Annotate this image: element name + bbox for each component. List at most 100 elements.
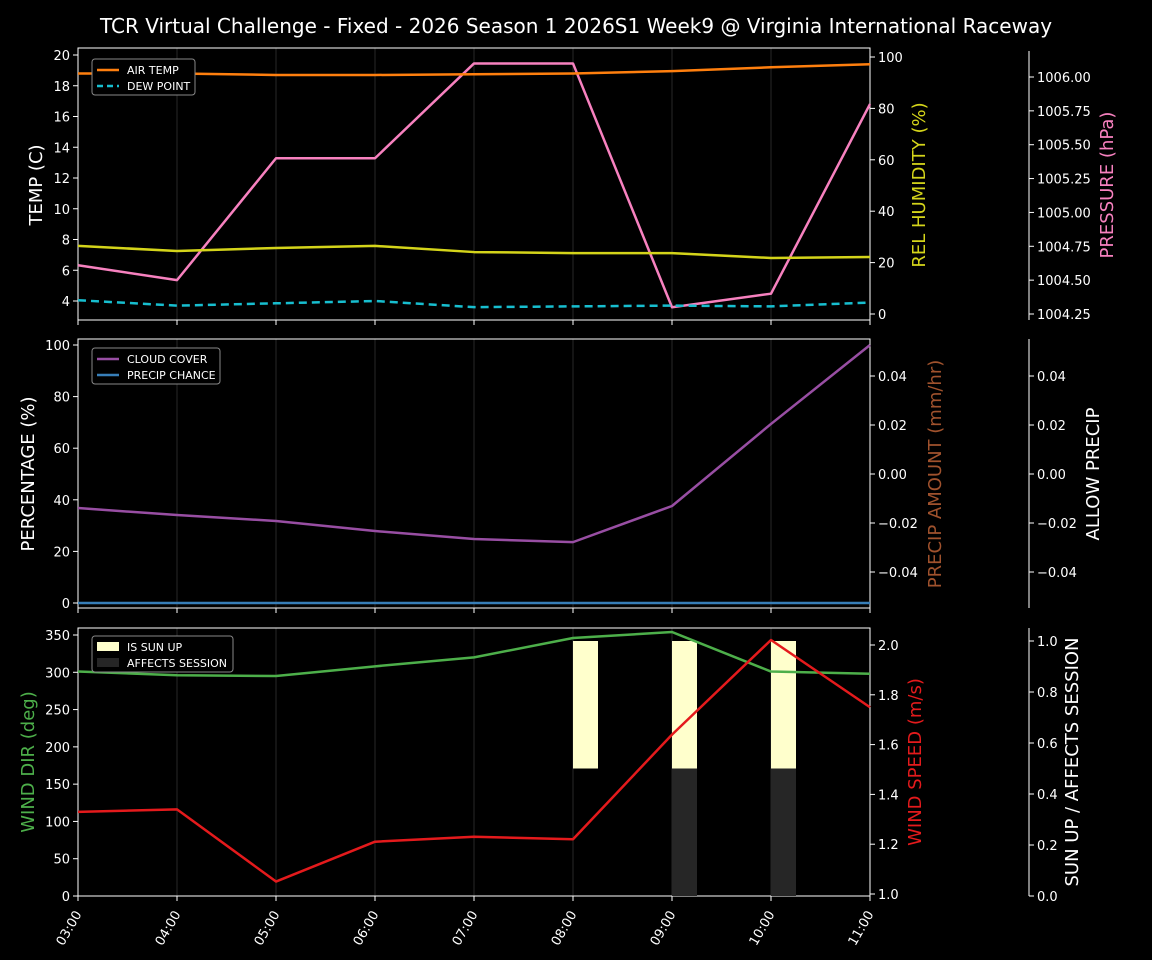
tick-label: 10 <box>53 203 70 218</box>
tick-label: 1004.25 <box>1037 308 1091 323</box>
y-axis-label-temp: TEMP (C) <box>26 144 47 226</box>
tick-label: 100 <box>878 51 903 66</box>
legend-label: CLOUD COVER <box>127 353 208 366</box>
tick-label: 60 <box>53 442 70 457</box>
tick-label: 12 <box>53 172 70 187</box>
affects-session-bar <box>771 768 796 896</box>
tick-label: 0.04 <box>878 370 907 385</box>
legend-label: AIR TEMP <box>127 64 179 77</box>
pressure-line <box>77 62 872 309</box>
tick-label: 300 <box>45 666 70 681</box>
tick-label: 1.8 <box>878 689 899 704</box>
tick-label: 150 <box>45 778 70 793</box>
tick-label: 250 <box>45 704 70 719</box>
legend: AIR TEMP DEW POINT <box>91 58 196 96</box>
tick-label: 0 <box>62 597 70 612</box>
y-axis-label-humidity: REL HUMIDITY (%) <box>909 102 930 267</box>
y-axis-label-allow-precip: ALLOW PRECIP <box>1083 407 1104 540</box>
tick-label: −0.02 <box>878 517 918 532</box>
tick-label: 0.8 <box>1037 686 1058 701</box>
tick-label: −0.04 <box>1037 566 1077 581</box>
y-axis-label-wind-speed: WIND SPEED (m/s) <box>905 678 926 846</box>
y-axis-label-percentage: PERCENTAGE (%) <box>18 396 39 551</box>
tick-label: 4 <box>62 295 70 310</box>
humidity-line <box>77 244 871 260</box>
tick-label: 0.02 <box>878 419 907 434</box>
tick-label: 1005.00 <box>1037 206 1091 221</box>
legend-label: IS SUN UP <box>127 641 183 654</box>
legend-label: PRECIP CHANCE <box>127 369 216 382</box>
tick-label: 20 <box>53 49 70 64</box>
legend-label: DEW POINT <box>127 80 191 93</box>
sun-up-bar <box>771 641 796 769</box>
tick-label: 6 <box>62 264 70 279</box>
x-tick-label: 11:00 <box>846 909 878 949</box>
legend-label: AFFECTS SESSION <box>127 657 227 670</box>
x-tick-label: 04:00 <box>153 909 185 949</box>
tick-label: 0.00 <box>878 468 907 483</box>
tick-label: 0.04 <box>1037 370 1066 385</box>
wind-panel: 0 50 100 150 200 250 300 350 1.0 1.2 1.4 1.6 1.8 2.0 0… <box>18 627 1083 949</box>
tick-label: 0.6 <box>1037 737 1058 752</box>
tick-label: 8 <box>62 234 70 249</box>
x-tick-label: 03:00 <box>54 909 86 949</box>
tick-label: 20 <box>53 545 70 560</box>
tick-label: 0.02 <box>1037 419 1066 434</box>
sun-up-bar <box>573 641 598 769</box>
x-tick-label: 10:00 <box>747 909 779 949</box>
x-tick-label: 09:00 <box>648 909 680 949</box>
legend: IS SUN UP AFFECTS SESSION <box>91 635 234 673</box>
x-tick-label: 07:00 <box>450 909 482 949</box>
tick-label: 100 <box>45 815 70 830</box>
x-tick-label: 06:00 <box>351 909 383 949</box>
tick-label: 50 <box>53 853 70 868</box>
temperature-panel: 4 6 8 10 12 14 16 18 20 0 20 40 60 80 100 1004.25 1004.5… <box>26 47 1118 325</box>
x-tick-label: 08:00 <box>549 909 581 949</box>
wind-speed-line <box>77 638 871 883</box>
dew-point-line <box>77 298 871 309</box>
tick-label: 0.4 <box>1037 788 1058 803</box>
wind-dir-line <box>77 630 871 678</box>
tick-label: 1.6 <box>878 739 899 754</box>
tick-label: 1.0 <box>878 888 899 903</box>
tick-label: 2.0 <box>878 639 899 654</box>
cloud-cover-line <box>77 344 871 544</box>
tick-label: 1004.75 <box>1037 240 1091 255</box>
tick-label: −0.04 <box>878 566 918 581</box>
y-axis-label-pressure: PRESSURE (hPa) <box>1097 112 1118 259</box>
y-axis-label-sun-up: SUN UP / AFFECTS SESSION <box>1062 637 1083 886</box>
tick-label: 14 <box>53 141 70 156</box>
tick-label: 0 <box>878 308 886 323</box>
tick-label: 0.00 <box>1037 468 1066 483</box>
tick-label: −0.02 <box>1037 517 1077 532</box>
tick-label: 80 <box>53 391 70 406</box>
air-temp-line <box>78 62 871 77</box>
legend: CLOUD COVER PRECIP CHANCE <box>91 347 221 385</box>
chart-title: TCR Virtual Challenge - Fixed - 2026 Sea… <box>99 14 1053 38</box>
tick-label: 1005.75 <box>1037 105 1091 120</box>
tick-label: 0 <box>62 890 70 905</box>
tick-label: 100 <box>45 339 70 354</box>
tick-label: 18 <box>53 80 70 95</box>
tick-label: 40 <box>53 494 70 509</box>
tick-label: 1.2 <box>878 838 899 853</box>
y-axis-label-precip-amount: PRECIP AMOUNT (mm/hr) <box>925 360 946 589</box>
sun-up-bar <box>672 641 697 769</box>
tick-label: 1006.00 <box>1037 71 1091 86</box>
tick-label: 40 <box>878 205 895 220</box>
tick-label: 200 <box>45 741 70 756</box>
tick-label: 16 <box>53 111 70 126</box>
tick-label: 350 <box>45 629 70 644</box>
tick-label: 1005.50 <box>1037 139 1091 154</box>
y-axis-label-wind-dir: WIND DIR (deg) <box>18 691 39 833</box>
precipitation-panel: 0 20 40 60 80 100 −0.04 −0.02 0.00 0.02 0.04 −0.04 −… <box>18 338 1104 613</box>
tick-label: 0.2 <box>1037 839 1058 854</box>
tick-label: 1004.50 <box>1037 274 1091 289</box>
tick-label: 1.4 <box>878 788 899 803</box>
tick-label: 0.0 <box>1037 890 1058 905</box>
tick-label: 60 <box>878 154 895 169</box>
x-tick-label: 05:00 <box>252 909 284 949</box>
tick-label: 20 <box>878 257 895 272</box>
tick-label: 80 <box>878 102 895 117</box>
